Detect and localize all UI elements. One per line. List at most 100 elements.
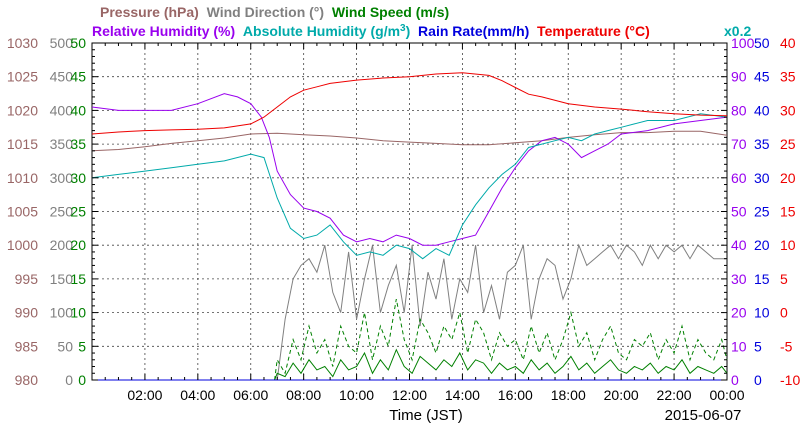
- x-tick-label: 12:00: [392, 387, 427, 403]
- legend-superscript: 3: [400, 23, 406, 34]
- y-tick-label-right: 0: [780, 305, 788, 321]
- y-tick-label-right: 30: [754, 170, 770, 186]
- grid-lines: [92, 43, 727, 380]
- x-tick-labels: 02:00 04:00 06:00 08:00 10:00 12:00 14:00 16:00…: [127, 387, 744, 403]
- y-tick-label-left: 985: [15, 338, 39, 354]
- y-tick-label-left: 30: [70, 170, 86, 186]
- y-tick-label-left: 50: [57, 338, 73, 354]
- x-tick-label: 02:00: [127, 387, 162, 403]
- y-tick-label-right: 20: [780, 170, 796, 186]
- x-tick-label: 04:00: [180, 387, 215, 403]
- y-tick-label-right: -5: [780, 338, 793, 354]
- x-tick-label: 20:00: [604, 387, 639, 403]
- y-tick-label-right: 40: [754, 102, 770, 118]
- x-tick-label: 00:00: [709, 387, 744, 403]
- y-tick-label-left: 10: [70, 305, 86, 321]
- legend-line-1: Pressure (hPa) Wind Direction (°) Wind S…: [100, 4, 449, 20]
- series-wind-direction: [276, 243, 727, 381]
- legend-entry: Wind Speed (m/s): [324, 4, 449, 20]
- y-tick-label-left: 0: [78, 372, 86, 388]
- x-tick-label: 22:00: [657, 387, 692, 403]
- legend-entry: Pressure (hPa): [100, 4, 199, 20]
- y-tick-label-right: 80: [731, 102, 747, 118]
- y-tick-label-left: 50: [70, 35, 86, 51]
- y-tick-label-left: 400: [50, 102, 74, 118]
- y-tick-label-right: 0: [754, 372, 762, 388]
- legend-entry-tail: ): [406, 23, 411, 39]
- y-tick-label-left: 980: [15, 372, 39, 388]
- y-tick-label-left: 150: [50, 271, 74, 287]
- y-tick-label-right: 25: [754, 204, 770, 220]
- y-tick-label-right: -10: [780, 372, 800, 388]
- tick-marks: [91, 42, 728, 381]
- y-tick-label-right: 35: [754, 136, 770, 152]
- y-tick-label-right: 50: [731, 204, 747, 220]
- y-tick-label-left: 100: [50, 305, 74, 321]
- legend-line-2: Relative Humidity (%) Absolute Humidity …: [92, 23, 650, 40]
- y-tick-label-right: 100: [731, 35, 755, 51]
- y-tick-label-left: 200: [50, 237, 74, 253]
- y-tick-label-left: 1010: [7, 170, 38, 186]
- y-tick-label-left: 40: [70, 102, 86, 118]
- legend-entry: Rain Rate(mm/h): [410, 23, 529, 39]
- x-tick-label: 08:00: [286, 387, 321, 403]
- y-tick-label-right: 10: [754, 305, 770, 321]
- series-temperature-c: [91, 72, 728, 135]
- x-tick-label: 10:00: [339, 387, 374, 403]
- y-tick-label-right: 15: [754, 271, 770, 287]
- series-wind-speed-m-s: [92, 348, 728, 381]
- y-tick-label-right: 40: [731, 237, 747, 253]
- y-tick-label-left: 15: [70, 271, 86, 287]
- y-tick-label-left: 25: [70, 204, 86, 220]
- legend-entry: Wind Direction (°): [199, 4, 324, 20]
- rain-factor-label: x0.2: [724, 23, 751, 39]
- y-tick-label-right: 5: [754, 338, 762, 354]
- y-tick-label-right: 15: [780, 204, 796, 220]
- y-tick-label-left: 990: [15, 305, 39, 321]
- y-tick-label-left: 45: [70, 69, 86, 85]
- y-tick-label-right: 10: [780, 237, 796, 253]
- legend-entry: Temperature (°C): [529, 23, 649, 39]
- y-tick-label-right: 30: [731, 271, 747, 287]
- x-tick-label: 16:00: [498, 387, 533, 403]
- y-tick-label-right: 5: [780, 271, 788, 287]
- y-tick-label-right: 90: [731, 69, 747, 85]
- legend-entry: Absolute Humidity (g/m: [235, 23, 400, 39]
- y-tick-label-left: 995: [15, 271, 39, 287]
- y-tick-label-right: 50: [754, 35, 770, 51]
- y-tick-labels: 1030102510201015101010051000995990985980…: [7, 35, 800, 388]
- y-tick-label-left: 20: [70, 237, 86, 253]
- y-tick-label-right: 0: [731, 372, 739, 388]
- y-tick-label-right: 30: [780, 102, 796, 118]
- x-tick-label: 14:00: [445, 387, 480, 403]
- y-tick-label-left: 350: [50, 136, 74, 152]
- y-tick-label-right: 20: [731, 305, 747, 321]
- y-tick-label-left: 35: [70, 136, 86, 152]
- y-tick-label-left: 1005: [7, 204, 38, 220]
- y-tick-label-left: 450: [50, 69, 74, 85]
- x-axis-label: Time (JST): [389, 407, 463, 424]
- y-tick-label-right: 20: [754, 237, 770, 253]
- y-tick-label-left: 5: [78, 338, 86, 354]
- y-tick-label-left: 250: [50, 204, 74, 220]
- series-relative-humidity: [91, 93, 728, 246]
- y-tick-label-right: 35: [780, 69, 796, 85]
- y-tick-label-left: 300: [50, 170, 74, 186]
- y-tick-label-right: 70: [731, 136, 747, 152]
- y-tick-label-left: 1000: [7, 237, 38, 253]
- y-tick-label-left: 0: [65, 372, 73, 388]
- y-tick-label-left: 1020: [7, 102, 38, 118]
- date-label: 2015-06-07: [665, 407, 742, 424]
- series-wind-speed-max-m-s: [274, 299, 728, 381]
- y-tick-label-right: 10: [731, 338, 747, 354]
- legend-entry: Relative Humidity (%): [92, 23, 235, 39]
- y-tick-label-left: 1025: [7, 69, 38, 85]
- y-tick-label-left: 1015: [7, 136, 38, 152]
- y-tick-label-right: 45: [754, 69, 770, 85]
- series-pressure-hpa: [91, 130, 728, 152]
- y-tick-label-left: 1030: [7, 35, 38, 51]
- y-tick-label-left: 500: [50, 35, 74, 51]
- x-tick-label: 18:00: [551, 387, 586, 403]
- y-tick-label-right: 60: [731, 170, 747, 186]
